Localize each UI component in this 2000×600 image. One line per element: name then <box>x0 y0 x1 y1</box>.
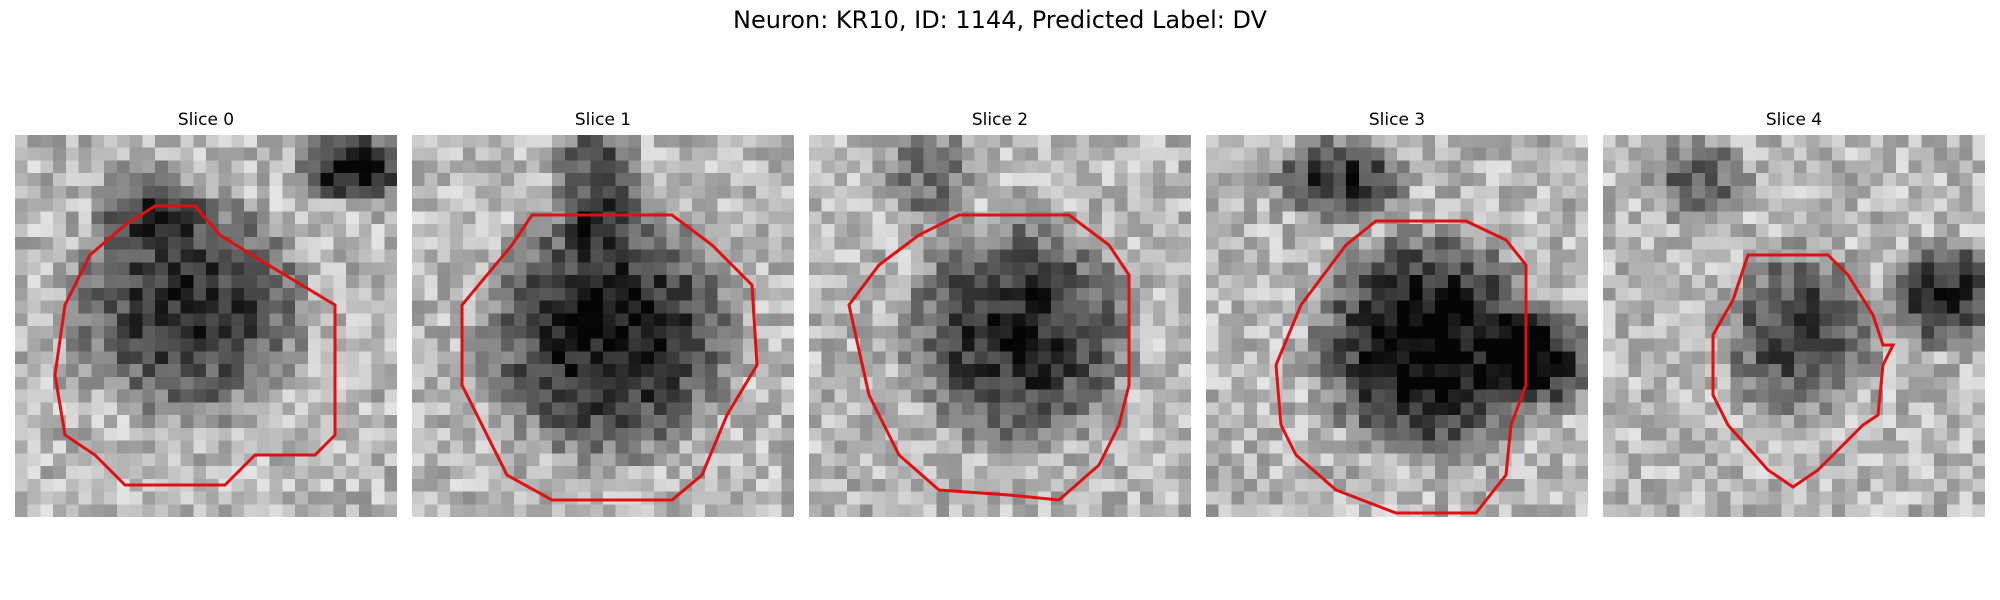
roi-contour-2 <box>847 213 1131 502</box>
slice-image-0 <box>15 135 397 517</box>
roi-contour-1 <box>460 213 759 502</box>
slice-panel-0: Slice 0 <box>15 107 397 519</box>
slice-image-1 <box>412 135 794 517</box>
slice-title-1: Slice 1 <box>574 110 632 130</box>
slice-panel-1: Slice 1 <box>412 107 794 519</box>
slice-image-4 <box>1603 135 1985 517</box>
figure-title: Neuron: KR10, ID: 1144, Predicted Label:… <box>733 6 1267 34</box>
roi-contour-3 <box>1274 219 1528 515</box>
slice-title-4: Slice 4 <box>1765 110 1823 130</box>
roi-contour-0 <box>53 204 337 487</box>
slice-title-2: Slice 2 <box>971 110 1029 130</box>
slice-title-3: Slice 3 <box>1368 110 1426 130</box>
slice-image-2 <box>809 135 1191 517</box>
slice-title-0: Slice 0 <box>177 110 235 130</box>
slice-panel-4: Slice 4 <box>1603 107 1985 519</box>
slice-image-3 <box>1206 135 1588 517</box>
slice-panel-3: Slice 3 <box>1206 107 1588 519</box>
roi-contour-4 <box>1711 253 1896 489</box>
slice-panel-2: Slice 2 <box>809 107 1191 519</box>
